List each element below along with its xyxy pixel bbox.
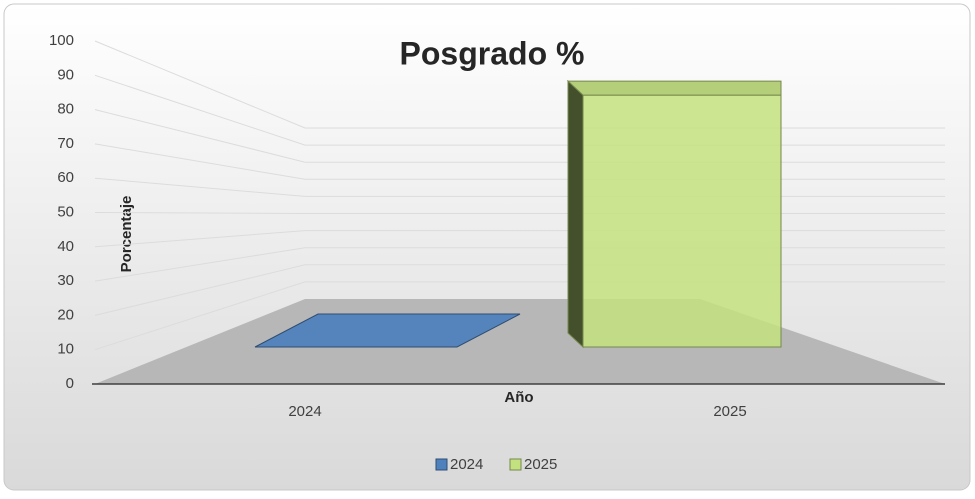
- y-tick-label: 100: [49, 32, 74, 49]
- bar-face: [566, 80, 782, 96]
- legend-label: 2025: [524, 456, 557, 473]
- legend-label: 2024: [450, 456, 483, 473]
- x-axis-title: Año: [504, 389, 533, 406]
- y-tick-label: 60: [57, 169, 74, 186]
- x-tick-label: 2025: [713, 403, 746, 420]
- y-tick-label: 80: [57, 101, 74, 118]
- legend-swatch: [435, 458, 448, 471]
- chart-title: Posgrado %: [400, 35, 585, 71]
- bar-face: [254, 313, 521, 348]
- bar: [254, 313, 521, 348]
- y-tick-label: 0: [66, 375, 74, 392]
- bar-face: [582, 94, 782, 348]
- y-tick-label: 20: [57, 306, 74, 323]
- bar-face: [567, 79, 584, 349]
- y-tick-label: 70: [57, 135, 74, 152]
- y-tick-label: 50: [57, 203, 74, 220]
- bar: [566, 79, 782, 349]
- chart-background: [3, 3, 971, 491]
- y-tick-label: 10: [57, 341, 74, 358]
- y-axis-title: Porcentaje: [118, 196, 135, 273]
- y-tick-label: 90: [57, 66, 74, 83]
- y-tick-label: 40: [57, 238, 74, 255]
- x-tick-label: 2024: [288, 403, 321, 420]
- legend-swatch: [509, 458, 522, 471]
- y-tick-label: 30: [57, 272, 74, 289]
